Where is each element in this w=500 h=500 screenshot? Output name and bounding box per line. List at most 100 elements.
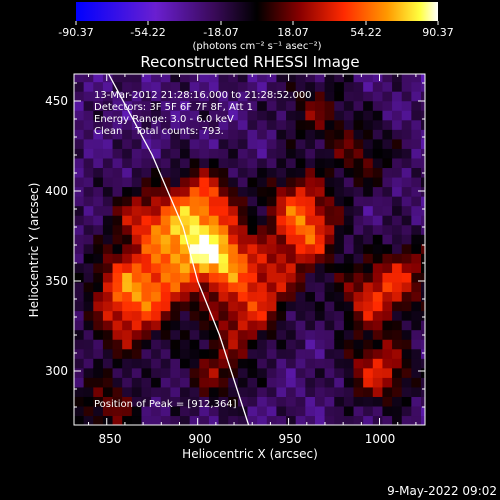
heatmap-cell [170, 291, 181, 302]
heatmap-cell [324, 157, 335, 169]
heatmap-cell [228, 148, 239, 159]
heatmap-cell [343, 224, 355, 235]
heatmap-cell [334, 386, 345, 397]
heatmap-cell [266, 281, 278, 293]
heatmap-cell [382, 253, 393, 264]
heatmap-cell [401, 234, 412, 245]
heatmap-cell [237, 100, 249, 111]
heatmap-cell [237, 119, 249, 130]
heatmap-cell [421, 81, 425, 92]
heatmap-cell [112, 167, 123, 178]
heatmap-cell [131, 300, 143, 312]
heatmap-cell [266, 157, 278, 169]
heatmap-cell [411, 415, 422, 425]
heatmap-cell [372, 281, 384, 293]
heatmap-cell [305, 272, 316, 283]
heatmap-cell [208, 253, 220, 264]
heatmap-cell [228, 291, 239, 302]
heatmap-cell [141, 186, 152, 197]
heatmap-cell [131, 176, 143, 188]
heatmap-cell [421, 339, 425, 350]
heatmap-cell [314, 215, 326, 226]
heatmap-cell [276, 243, 287, 254]
heatmap-cell [363, 386, 374, 397]
heatmap-cell [208, 110, 220, 121]
heatmap-cell [170, 215, 181, 226]
heatmap-cell [343, 386, 355, 397]
heatmap-cell [74, 110, 85, 121]
heatmap-cell [392, 339, 403, 350]
heatmap-cell [218, 243, 229, 254]
heatmap-cell [170, 320, 181, 331]
heatmap-cell [401, 405, 412, 417]
heatmap-cell [180, 81, 191, 92]
heatmap-cell [170, 110, 181, 121]
heatmap-cell [411, 119, 422, 130]
heatmap-cell [295, 148, 306, 159]
heatmap-cell [257, 367, 268, 378]
heatmap-cell [208, 405, 220, 417]
heatmap-cell [372, 119, 384, 130]
heatmap-cell [160, 148, 171, 159]
heatmap-cell [305, 310, 316, 321]
heatmap-cell [392, 186, 403, 197]
heatmap-cell [305, 74, 316, 83]
heatmap-cell [334, 262, 345, 273]
heatmap-cell [112, 262, 123, 273]
heatmap-cell [141, 100, 152, 111]
heatmap-cell [401, 367, 412, 378]
heatmap-cell [141, 405, 152, 417]
heatmap-cell [372, 367, 384, 378]
heatmap-cell [286, 367, 297, 378]
heatmap-cell [228, 176, 239, 188]
heatmap-cell [334, 74, 345, 83]
heatmap-cell [208, 148, 220, 159]
heatmap-cell [286, 320, 297, 331]
heatmap-cell [131, 281, 143, 293]
heatmap-cell [372, 348, 384, 359]
heatmap-cell [122, 176, 133, 188]
heatmap-cell [151, 367, 162, 378]
heatmap-cell [122, 215, 133, 226]
heatmap-cell [343, 262, 355, 273]
heatmap-cell [228, 243, 239, 254]
y-tick-label: 400 [45, 184, 68, 198]
heatmap-cell [372, 272, 384, 283]
heatmap-cell [247, 224, 258, 235]
heatmap-cell [83, 129, 94, 140]
heatmap-cell [314, 205, 326, 216]
heatmap-cell [411, 157, 422, 169]
heatmap-cell [160, 358, 171, 369]
heatmap-cell [382, 138, 393, 149]
heatmap-cell [151, 224, 162, 235]
heatmap-cell [334, 377, 345, 388]
heatmap-cell [208, 348, 220, 359]
heatmap-cell [93, 348, 104, 359]
heatmap-cell [363, 396, 374, 407]
heatmap-cell [363, 224, 374, 235]
heatmap-cell [151, 253, 162, 264]
heatmap-cell [401, 300, 412, 312]
heatmap-cell [189, 253, 200, 264]
heatmap-cell [74, 262, 85, 273]
heatmap-cell [334, 339, 345, 350]
heatmap-cell [112, 253, 123, 264]
heatmap-cell [305, 91, 316, 102]
heatmap-cell [334, 138, 345, 149]
heatmap-cell [83, 281, 94, 293]
heatmap-cell [411, 196, 422, 207]
heatmap-cell [343, 148, 355, 159]
heatmap-cell [189, 396, 200, 407]
heatmap-cell [122, 262, 133, 273]
heatmap-cell [189, 119, 200, 130]
heatmap-cell [180, 119, 191, 130]
heatmap-cell [353, 320, 364, 331]
heatmap-cell [286, 129, 297, 140]
heatmap-cell [74, 386, 85, 397]
heatmap-cell [411, 320, 422, 331]
heatmap-cell [411, 215, 422, 226]
heatmap-cell [180, 320, 191, 331]
heatmap-cell [421, 91, 425, 102]
heatmap-cell [93, 262, 104, 273]
heatmap-cell [74, 91, 85, 102]
